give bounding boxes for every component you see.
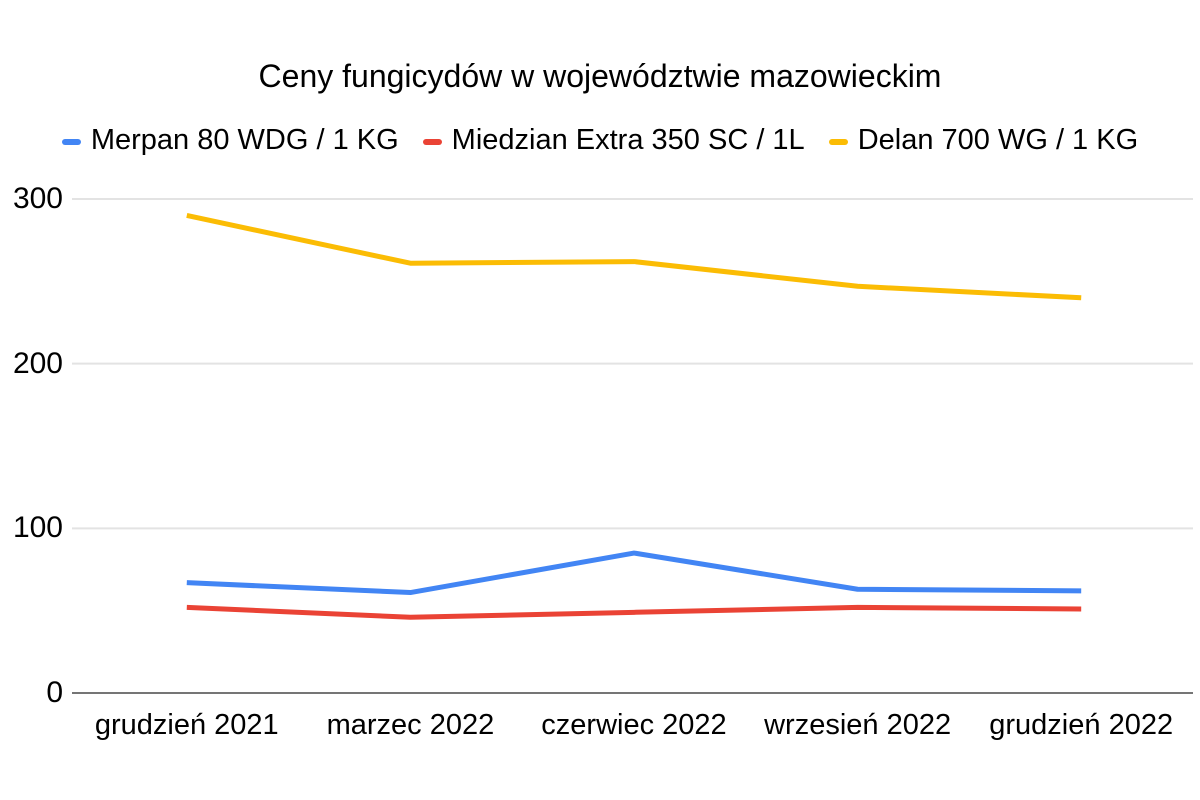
y-tick-label: 0: [46, 676, 63, 709]
series-line-1: [186, 604, 1082, 620]
x-axis-label: grudzień 2021: [94, 709, 279, 741]
legend-item-delan: Delan 700 WG / 1 KG: [828, 122, 1139, 158]
legend-item-miedzian: Miedzian Extra 350 SC / 1L: [422, 122, 805, 158]
chart-title: Ceny fungicydów w województwie mazowieck…: [258, 58, 942, 94]
series-line-2: [186, 213, 1082, 301]
legend-swatch-delan: [828, 138, 848, 145]
legend-item-merpan: Merpan 80 WDG / 1 KG: [61, 122, 399, 158]
x-axis-label: grudzień 2022: [989, 709, 1174, 741]
legend-label-delan: Delan 700 WG / 1 KG: [857, 124, 1139, 156]
x-axis-label: marzec 2022: [326, 709, 495, 741]
y-tick-label: 300: [12, 182, 63, 215]
y-tick-label: 200: [12, 346, 63, 380]
y-tick-label: 100: [12, 511, 63, 545]
legend-label-merpan: Merpan 80 WDG / 1 KG: [90, 124, 399, 156]
legend-label-miedzian: Miedzian Extra 350 SC / 1L: [451, 124, 805, 156]
legend-swatch-merpan: [61, 138, 81, 145]
series-line-0: [186, 550, 1082, 596]
chart-legend: Merpan 80 WDG / 1 KG Miedzian Extra 350 …: [0, 122, 1200, 158]
x-axis-label: czerwiec 2022: [541, 709, 727, 741]
legend-swatch-miedzian: [422, 138, 442, 145]
x-axis-label: wrzesień 2022: [764, 709, 952, 741]
